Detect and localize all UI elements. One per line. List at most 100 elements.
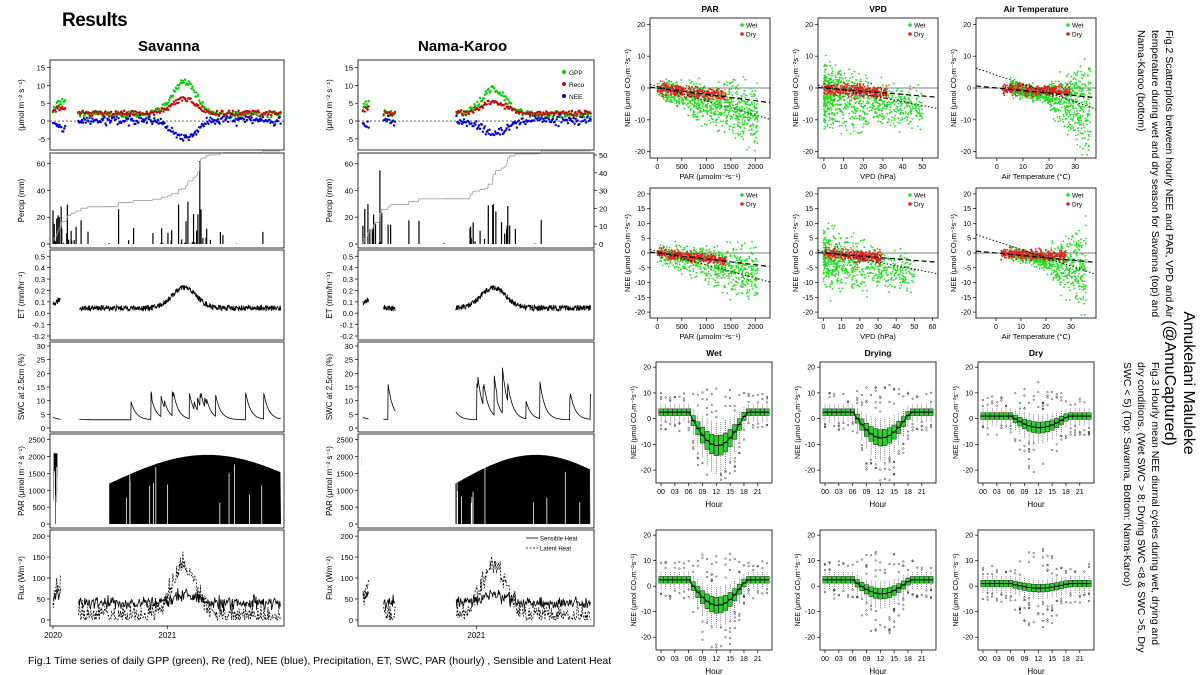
nee-point — [151, 122, 154, 125]
wet-point — [737, 87, 740, 90]
reco-point — [567, 110, 571, 113]
gpp-point — [501, 91, 504, 94]
reco-point — [463, 110, 467, 113]
nee-point — [247, 115, 251, 119]
wet-point — [712, 108, 715, 110]
wet-point — [753, 93, 756, 96]
gpp-point — [191, 85, 194, 88]
wet-point — [712, 112, 715, 115]
nee-point — [498, 133, 502, 136]
wet-point — [1047, 102, 1049, 105]
legend-label: Wet — [746, 23, 758, 30]
gpp-point — [482, 97, 486, 100]
wet-point — [1079, 65, 1082, 68]
wet-point — [1065, 117, 1068, 120]
wet-point — [715, 86, 718, 89]
gpp-point — [589, 115, 592, 118]
wet-point — [681, 97, 684, 100]
wet-point — [1088, 113, 1091, 116]
reco-point — [252, 112, 255, 116]
nee-point — [574, 117, 577, 120]
y-tick-label: 1500 — [336, 469, 353, 478]
wet-point — [1065, 75, 1068, 77]
y-axis-label: ET (mm/hr⁻¹) — [17, 271, 26, 319]
wet-point — [1072, 129, 1075, 131]
wet-point — [830, 123, 832, 126]
wet-point — [753, 141, 756, 144]
dry-point — [834, 91, 837, 93]
wet-point — [844, 95, 846, 98]
wet-point — [753, 104, 756, 107]
wet-point — [728, 104, 731, 107]
dry-point — [825, 90, 828, 92]
y-tick-label: 10 — [345, 81, 353, 90]
wet-point — [1039, 99, 1041, 101]
nee-point — [497, 127, 501, 131]
wet-point — [845, 79, 848, 82]
wet-point — [1082, 124, 1085, 127]
nee-point — [179, 137, 182, 140]
wet-point — [682, 101, 684, 104]
dry-point — [854, 86, 857, 89]
nee-point — [508, 128, 511, 131]
wet-point — [1086, 130, 1089, 133]
nee-point — [455, 114, 458, 118]
dry-point — [694, 85, 697, 88]
wet-point — [715, 101, 717, 103]
wet-point — [860, 102, 863, 105]
y-tick-label: 0 — [349, 424, 353, 433]
nee-point — [477, 126, 480, 129]
dry-point — [704, 97, 707, 100]
y-tick-label: 0 — [349, 117, 353, 126]
y-axis-label: NEE (μmol CO₂m⁻²s⁻¹) — [949, 48, 958, 127]
dry-point — [684, 87, 687, 90]
wet-point — [864, 121, 867, 123]
wet-point — [828, 113, 831, 116]
dry-point — [872, 89, 874, 92]
dry-point — [659, 89, 662, 92]
nee-point — [178, 134, 181, 137]
reco-point — [90, 112, 93, 115]
gpp-point — [487, 87, 490, 90]
wet-point — [921, 108, 923, 111]
reco-point — [539, 111, 542, 114]
wet-point — [737, 134, 740, 137]
nee-point — [90, 120, 93, 123]
nee-point — [116, 123, 119, 126]
wet-point — [897, 102, 900, 105]
wet-point — [829, 101, 831, 103]
dry-point — [706, 95, 708, 98]
wet-point — [908, 105, 911, 108]
reco-point — [227, 109, 231, 112]
wet-point — [745, 111, 748, 114]
y-tick-label: 500 — [340, 503, 353, 512]
wet-point — [1057, 120, 1060, 123]
wet-point — [833, 118, 835, 121]
y-tick-label: 2500 — [28, 436, 45, 445]
nee-point — [543, 119, 546, 123]
wet-point — [824, 126, 826, 128]
nee-point — [271, 121, 275, 124]
wet-point — [891, 95, 894, 97]
wet-point — [1081, 77, 1084, 80]
gpp-point — [462, 112, 466, 116]
reco-point — [177, 101, 180, 105]
dry-point — [677, 85, 680, 88]
nee-point — [130, 117, 133, 120]
wet-point — [666, 96, 669, 99]
wet-point — [720, 112, 723, 114]
wet-point — [1068, 110, 1071, 113]
y-tick-label: 0.4 — [35, 264, 45, 273]
reco-point — [241, 111, 244, 114]
y-tick-label: 5 — [41, 99, 45, 108]
dry-point — [724, 92, 727, 95]
wet-point — [909, 85, 911, 87]
reco-point — [228, 111, 232, 115]
wet-point — [737, 118, 739, 121]
nee-point — [268, 118, 271, 121]
wet-point — [1013, 78, 1016, 81]
nee-point — [169, 130, 173, 133]
gpp-point — [193, 91, 196, 94]
y-tick-label: 15 — [345, 383, 353, 392]
wet-point — [730, 98, 733, 101]
